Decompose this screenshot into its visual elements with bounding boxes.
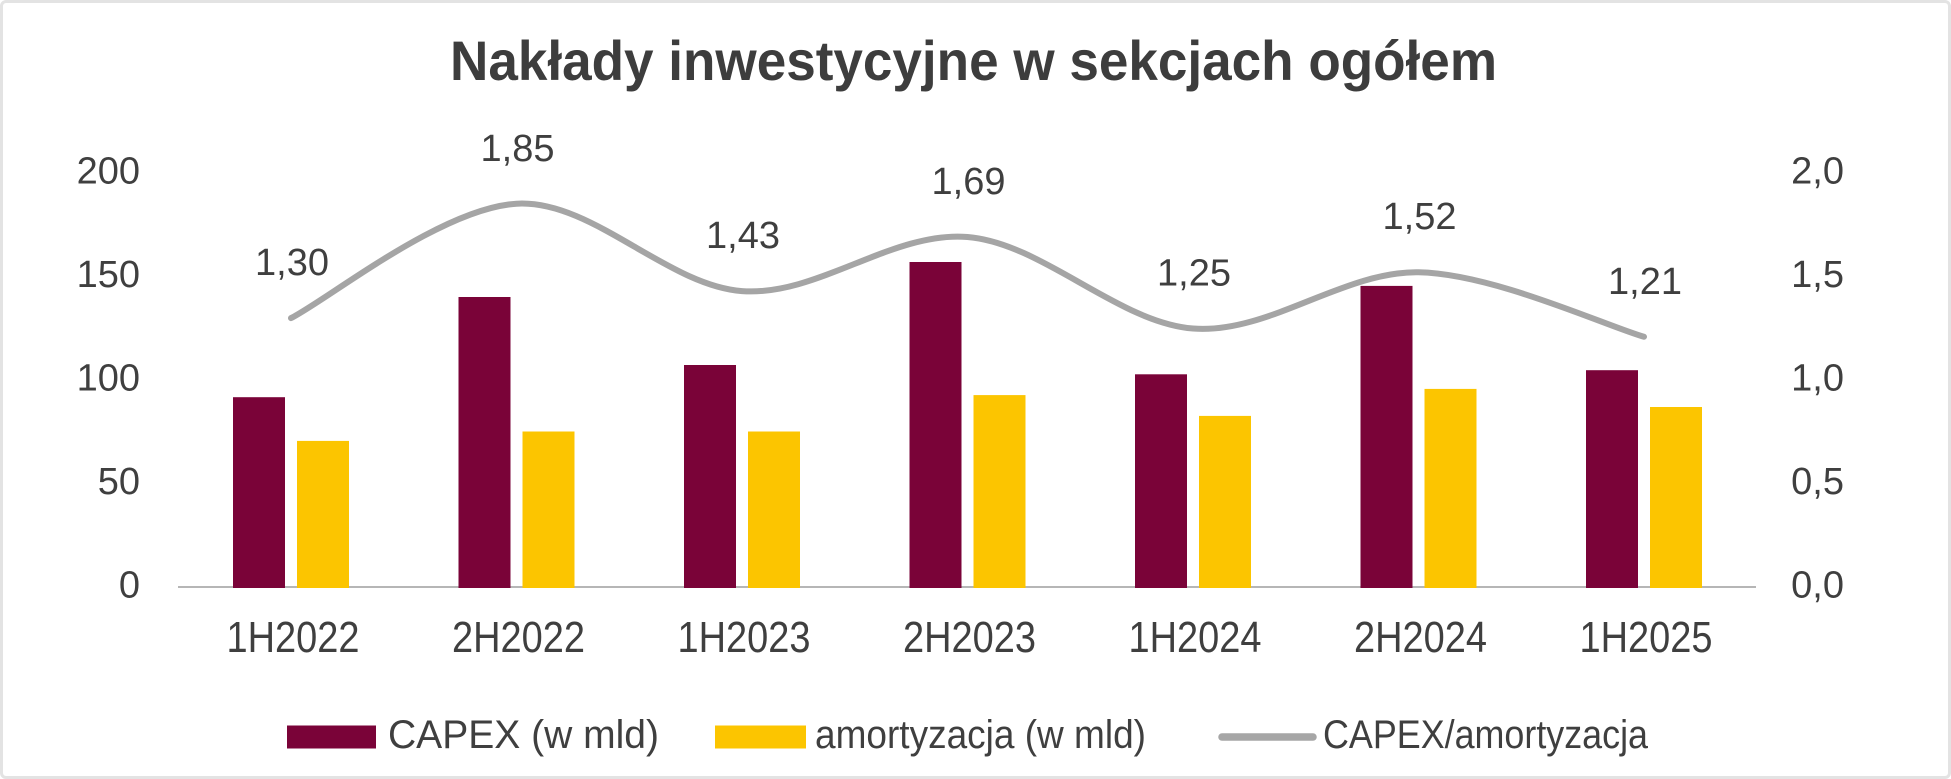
svg-text:1,85: 1,85 xyxy=(481,128,555,170)
svg-text:2H2022: 2H2022 xyxy=(452,613,585,662)
svg-text:2,0: 2,0 xyxy=(1791,151,1844,193)
svg-text:200: 200 xyxy=(77,151,140,193)
svg-text:1,69: 1,69 xyxy=(932,161,1006,203)
svg-text:1H2022: 1H2022 xyxy=(227,613,360,662)
svg-text:CAPEX (w mld): CAPEX (w mld) xyxy=(388,713,659,757)
svg-text:2H2024: 2H2024 xyxy=(1354,613,1487,662)
svg-text:1,0: 1,0 xyxy=(1791,358,1844,400)
svg-text:50: 50 xyxy=(98,461,140,503)
svg-text:amortyzacja (w mld): amortyzacja (w mld) xyxy=(815,713,1146,757)
svg-text:0,5: 0,5 xyxy=(1791,461,1844,503)
svg-text:0,0: 0,0 xyxy=(1791,565,1844,607)
svg-text:1,52: 1,52 xyxy=(1383,196,1457,238)
svg-text:100: 100 xyxy=(77,358,140,400)
svg-text:0: 0 xyxy=(119,565,140,607)
svg-text:1H2025: 1H2025 xyxy=(1580,613,1713,662)
svg-text:1,30: 1,30 xyxy=(255,242,329,284)
svg-text:2H2023: 2H2023 xyxy=(903,613,1036,662)
svg-text:150: 150 xyxy=(77,254,140,296)
svg-text:1,43: 1,43 xyxy=(706,215,780,257)
svg-text:CAPEX/amortyzacja: CAPEX/amortyzacja xyxy=(1323,713,1649,757)
svg-text:Nakłady inwestycyjne w sekcjac: Nakłady inwestycyjne w sekcjach ogółem xyxy=(450,29,1497,92)
svg-text:1H2023: 1H2023 xyxy=(678,613,811,662)
svg-text:1,21: 1,21 xyxy=(1608,261,1682,303)
svg-text:1,25: 1,25 xyxy=(1157,253,1231,295)
svg-text:1,5: 1,5 xyxy=(1791,254,1844,296)
svg-text:1H2024: 1H2024 xyxy=(1129,613,1262,662)
